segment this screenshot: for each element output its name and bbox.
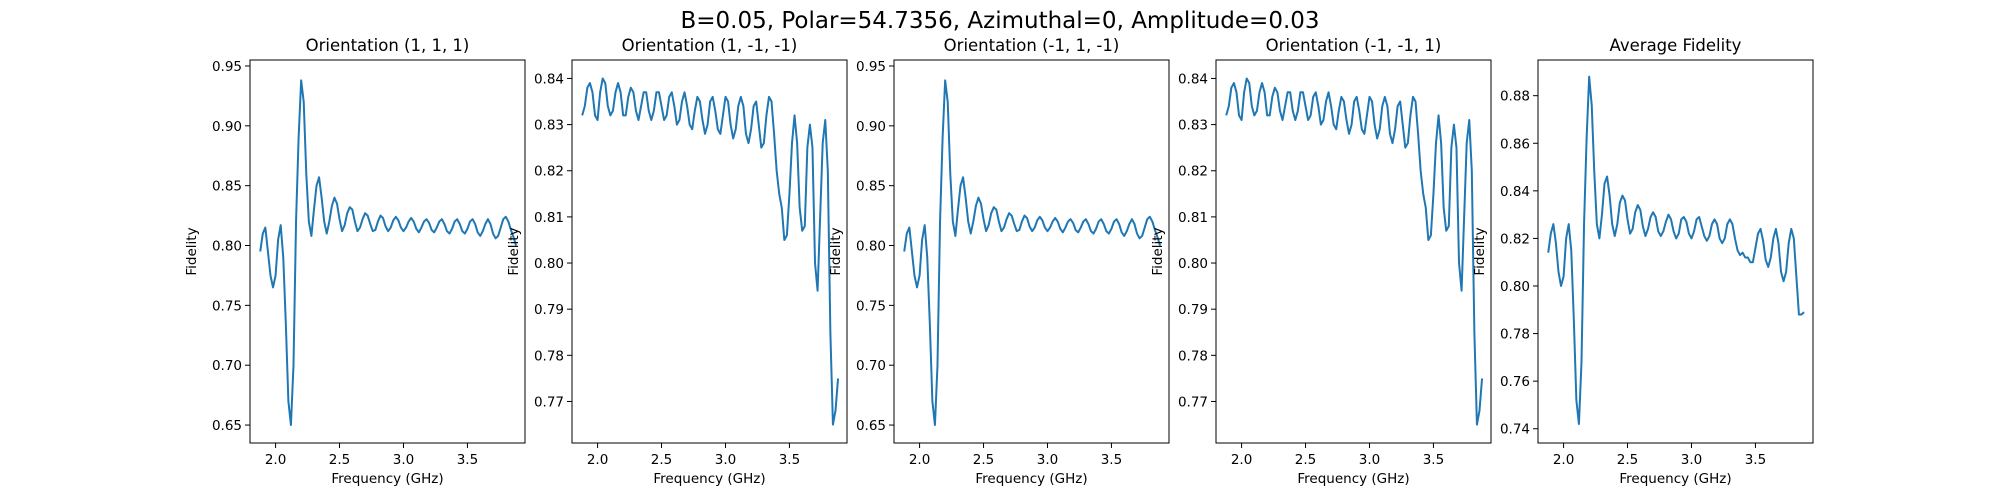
subplot-3: 2.0 2.5 3.0 3.5 0.65 0.70 0.75 0.80 0.85 0.90 0.95… xyxy=(828,36,1170,487)
x-tick-label: 3.0 xyxy=(1037,452,1058,468)
y-tick-label: 0.79 xyxy=(534,302,564,318)
x-axis-label: Frequency (GHz) xyxy=(975,471,1087,487)
y-axis-label: Fidelity xyxy=(828,227,844,275)
plot-frame xyxy=(1537,59,1814,444)
plot-frame xyxy=(1215,59,1492,444)
plot-frame xyxy=(249,59,526,444)
y-tick-label: 0.83 xyxy=(1178,118,1208,134)
y-tick-label: 0.88 xyxy=(1500,89,1530,105)
y-axis-label: Fidelity xyxy=(184,227,200,275)
x-tick-label: 3.5 xyxy=(1745,452,1766,468)
y-tick-label: 0.84 xyxy=(534,71,564,87)
subplot-4: 2.0 2.5 3.0 3.5 0.77 0.78 0.79 0.80 0.81 0.82 0.83… xyxy=(1150,36,1492,487)
y-tick-label: 0.77 xyxy=(534,394,564,410)
y-tick-label: 0.65 xyxy=(856,418,886,434)
subplot-title: Orientation (1, -1, -1) xyxy=(622,36,798,55)
series-line xyxy=(581,77,840,426)
y-tick-label: 0.78 xyxy=(534,348,564,364)
y-tick-label: 0.75 xyxy=(212,298,242,314)
y-tick-label: 0.83 xyxy=(534,118,564,134)
x-tick-label: 3.5 xyxy=(457,452,478,468)
subplot-5: 2.0 2.5 3.0 3.5 0.74 0.76 0.78 0.80 0.82 0.84 0.86… xyxy=(1472,36,1814,487)
y-tick-label: 0.79 xyxy=(1178,302,1208,318)
x-tick-label: 2.0 xyxy=(1553,452,1574,468)
x-tick-label: 2.0 xyxy=(265,452,286,468)
x-axis-label: Frequency (GHz) xyxy=(1619,471,1731,487)
y-tick-label: 0.95 xyxy=(856,59,886,75)
y-axis-label: Fidelity xyxy=(506,227,522,275)
x-tick-label: 3.0 xyxy=(393,452,414,468)
plot-frame xyxy=(571,59,848,444)
x-axis-label: Frequency (GHz) xyxy=(1297,471,1409,487)
y-axis-label: Fidelity xyxy=(1150,227,1166,275)
y-tick-label: 0.80 xyxy=(1500,279,1530,295)
y-axis-label: Fidelity xyxy=(1472,227,1488,275)
x-tick-label: 2.0 xyxy=(1231,452,1252,468)
x-tick-label: 3.0 xyxy=(715,452,736,468)
y-tick-label: 0.84 xyxy=(1178,71,1208,87)
y-tick-label: 0.70 xyxy=(856,358,886,374)
y-tick-label: 0.70 xyxy=(212,358,242,374)
subplot-2: 2.0 2.5 3.0 3.5 0.77 0.78 0.79 0.80 0.81 0.82 0.83… xyxy=(506,36,848,487)
x-tick-label: 3.5 xyxy=(779,452,800,468)
y-tick-label: 0.90 xyxy=(212,119,242,135)
plot-frame xyxy=(893,59,1170,444)
series-line xyxy=(1547,75,1805,425)
x-tick-label: 2.0 xyxy=(909,452,930,468)
x-axis-label: Frequency (GHz) xyxy=(653,471,765,487)
series-line xyxy=(259,79,518,427)
y-tick-label: 0.78 xyxy=(1500,327,1530,343)
y-tick-label: 0.82 xyxy=(1500,231,1530,247)
series-line xyxy=(1225,77,1484,426)
y-tick-label: 0.95 xyxy=(212,59,242,75)
y-tick-label: 0.82 xyxy=(534,164,564,180)
y-tick-label: 0.85 xyxy=(212,179,242,195)
y-tick-label: 0.76 xyxy=(1500,374,1530,390)
series-line xyxy=(903,79,1162,427)
y-tick-label: 0.86 xyxy=(1500,136,1530,152)
y-tick-label: 0.80 xyxy=(856,239,886,255)
x-tick-label: 2.5 xyxy=(1617,452,1638,468)
x-tick-label: 3.0 xyxy=(1681,452,1702,468)
subplot-1: 2.0 2.5 3.0 3.5 0.65 0.70 0.75 0.80 0.85 0.90 0.95… xyxy=(184,36,526,487)
y-tick-label: 0.81 xyxy=(1178,210,1208,226)
x-tick-label: 2.0 xyxy=(587,452,608,468)
x-tick-label: 2.5 xyxy=(651,452,672,468)
y-tick-label: 0.82 xyxy=(1178,164,1208,180)
x-tick-label: 2.5 xyxy=(329,452,350,468)
y-tick-label: 0.84 xyxy=(1500,184,1530,200)
y-tick-label: 0.81 xyxy=(534,210,564,226)
subplot-title: Orientation (-1, 1, -1) xyxy=(944,36,1120,55)
subplot-title: Orientation (1, 1, 1) xyxy=(306,36,470,55)
subplot-title: Orientation (-1, -1, 1) xyxy=(1266,36,1442,55)
y-tick-label: 0.74 xyxy=(1500,422,1530,438)
x-axis-label: Frequency (GHz) xyxy=(331,471,443,487)
y-tick-label: 0.80 xyxy=(212,239,242,255)
y-tick-label: 0.65 xyxy=(212,418,242,434)
x-tick-label: 2.5 xyxy=(973,452,994,468)
x-tick-label: 3.0 xyxy=(1359,452,1380,468)
y-tick-label: 0.80 xyxy=(1178,256,1208,272)
y-tick-label: 0.77 xyxy=(1178,394,1208,410)
x-tick-label: 3.5 xyxy=(1423,452,1444,468)
figure-title: B=0.05, Polar=54.7356, Azimuthal=0, Ampl… xyxy=(680,8,1319,34)
y-tick-label: 0.75 xyxy=(856,298,886,314)
subplot-title: Average Fidelity xyxy=(1610,36,1742,55)
y-tick-label: 0.80 xyxy=(534,256,564,272)
y-tick-label: 0.78 xyxy=(1178,348,1208,364)
y-tick-label: 0.85 xyxy=(856,179,886,195)
x-tick-label: 2.5 xyxy=(1295,452,1316,468)
x-tick-label: 3.5 xyxy=(1101,452,1122,468)
y-tick-label: 0.90 xyxy=(856,119,886,135)
